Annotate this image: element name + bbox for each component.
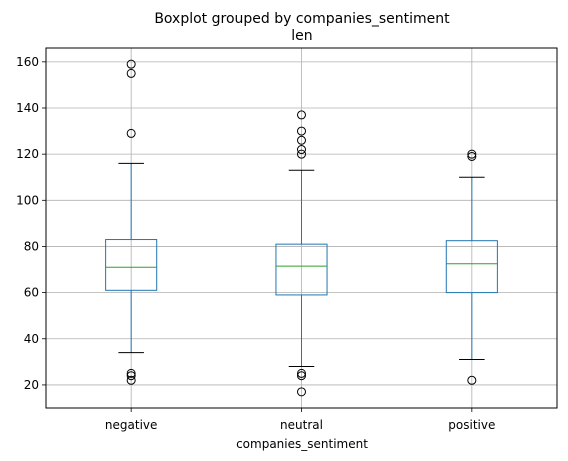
iqr-box [275, 243, 328, 296]
x-axis-label: companies_sentiment [236, 437, 368, 451]
x-tick-label: negative [105, 418, 157, 432]
outlier-point [297, 368, 306, 378]
y-tick-label: 80 [24, 239, 39, 253]
outlier-point [126, 68, 136, 78]
y-tick-label: 120 [16, 147, 39, 161]
chart-title: Boxplot grouped by companies_sentiment [154, 11, 450, 27]
y-tick-label: 140 [16, 101, 39, 115]
outlier-point [126, 59, 136, 69]
outlier-point [467, 375, 477, 385]
iqr-box [105, 239, 158, 291]
y-tick-label: 60 [24, 286, 39, 300]
outlier-point [297, 126, 306, 136]
y-tick-label: 160 [16, 55, 39, 69]
chart-subtitle: len [291, 28, 312, 44]
outlier-point [297, 145, 306, 155]
outlier-point [297, 135, 306, 145]
box-positive [445, 149, 498, 385]
outlier-point [467, 151, 477, 161]
box-neutral [275, 110, 328, 397]
y-tick-label: 100 [16, 193, 39, 207]
outlier-point [126, 375, 136, 385]
outlier-point [467, 149, 477, 159]
box-layer [105, 59, 498, 397]
box-negative [105, 59, 158, 385]
outlier-point [297, 371, 306, 381]
outlier-point [297, 110, 306, 120]
y-tick-label: 40 [24, 332, 39, 346]
y-tick-label: 20 [24, 378, 39, 392]
outlier-point [126, 368, 136, 378]
x-tick-label: neutral [280, 418, 323, 432]
outlier-point [126, 371, 136, 381]
outlier-point [126, 128, 136, 138]
outlier-point [297, 387, 306, 397]
x-tick-label: positive [448, 418, 495, 432]
iqr-box [445, 240, 498, 294]
outlier-point [297, 149, 306, 159]
axis-layer: 20 40 60 80 100 120 140 160 negative neutral posit… [16, 55, 495, 432]
